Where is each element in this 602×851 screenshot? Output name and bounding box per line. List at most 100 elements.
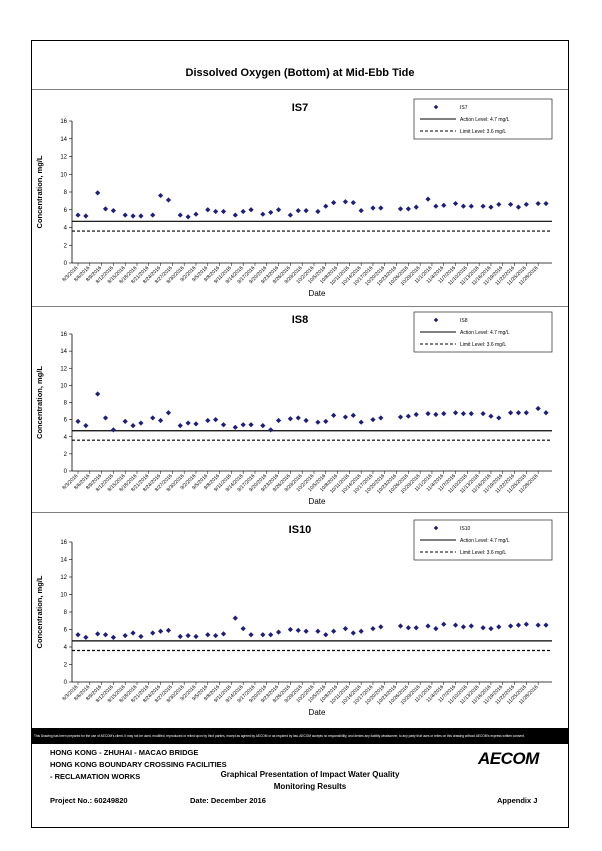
data-point (185, 214, 191, 220)
y-tick-label: 14 (60, 137, 67, 143)
y-tick-label: 2 (64, 663, 68, 669)
data-point (185, 633, 191, 639)
data-point (122, 212, 128, 218)
data-point (433, 626, 439, 632)
y-tick-label: 4 (64, 645, 68, 651)
y-tick-label: 6 (64, 208, 68, 214)
y-tick-label: 0 (64, 680, 68, 686)
legend-label: Limit Level: 3.6 mg/L (460, 342, 506, 348)
data-point (205, 207, 211, 213)
x-axis-label: Date (309, 289, 326, 298)
data-point (213, 417, 219, 423)
data-point (488, 204, 494, 210)
data-point (523, 621, 529, 627)
data-point (205, 417, 211, 424)
data-point (425, 411, 431, 417)
y-tick-label: 2 (64, 243, 68, 249)
data-point (370, 626, 376, 632)
data-point (295, 208, 301, 214)
footer-line3: - RECLAMATION WORKS (50, 772, 141, 781)
data-point (232, 424, 238, 430)
data-point (425, 623, 431, 629)
y-tick-label: 14 (60, 558, 67, 564)
data-point (83, 634, 89, 640)
data-point (122, 633, 128, 639)
data-point (452, 622, 459, 628)
y-axis-label: Concentration, mg/L (35, 366, 44, 439)
chart-title: IS8 (292, 314, 309, 326)
y-tick-label: 16 (60, 540, 67, 546)
data-point (232, 212, 238, 218)
y-tick-label: 0 (64, 469, 68, 475)
data-point (315, 419, 321, 425)
data-point (460, 624, 467, 630)
y-tick-label: 8 (64, 401, 68, 407)
data-point (232, 615, 238, 621)
data-point (213, 208, 219, 215)
data-point (303, 417, 309, 424)
disclaimer-bar: This Drawing has been prepared for the u… (31, 728, 569, 744)
data-point (441, 202, 447, 208)
data-point (378, 205, 384, 211)
data-point (515, 622, 522, 628)
data-point (268, 209, 274, 216)
data-point (287, 626, 293, 633)
data-point (460, 411, 467, 417)
data-point (157, 192, 164, 199)
data-point (413, 625, 419, 631)
data-point (342, 626, 349, 632)
data-point (220, 631, 227, 637)
data-point (268, 427, 274, 433)
y-axis-label: Concentration, mg/L (35, 575, 44, 648)
chart-title: IS10 (289, 524, 312, 536)
data-point (535, 200, 541, 207)
data-point (287, 212, 293, 218)
data-point (315, 208, 321, 215)
y-tick-label: 10 (60, 172, 67, 178)
legend-label: IS10 (460, 526, 471, 532)
data-point (488, 413, 494, 419)
y-tick-label: 12 (60, 155, 67, 161)
page-title: Dissolved Oxygen (Bottom) at Mid-Ebb Tid… (185, 67, 415, 79)
data-point (130, 213, 136, 219)
data-point (468, 623, 474, 629)
data-point (185, 420, 191, 426)
data-point (405, 625, 411, 631)
data-point (95, 391, 101, 397)
data-point (397, 206, 404, 212)
data-point (275, 629, 282, 635)
data-point (110, 208, 116, 214)
chart-title: IS7 (292, 102, 309, 114)
data-point (240, 422, 246, 428)
data-point (275, 417, 282, 424)
data-point (295, 627, 301, 633)
data-point (193, 633, 199, 640)
data-point (452, 410, 459, 416)
data-point (523, 201, 529, 208)
data-point (138, 420, 144, 426)
data-point (397, 414, 404, 420)
data-point (331, 628, 337, 634)
data-point (150, 630, 156, 636)
y-tick-label: 6 (64, 628, 68, 634)
y-tick-label: 16 (60, 119, 67, 125)
data-point (468, 411, 474, 417)
y-tick-label: 6 (64, 418, 68, 424)
data-point (248, 632, 254, 638)
data-point (508, 623, 514, 629)
data-point (515, 204, 522, 210)
y-axis-label: Concentration, mg/L (35, 155, 44, 228)
y-tick-label: 4 (64, 226, 68, 232)
project-number: Project No.: 60249820 (50, 796, 128, 805)
data-point (523, 410, 529, 416)
data-point (150, 415, 156, 421)
data-point (193, 211, 199, 217)
data-point (370, 205, 376, 211)
data-point (260, 211, 266, 217)
data-point (405, 413, 411, 419)
data-point (295, 415, 301, 421)
data-point (378, 415, 384, 421)
data-point (342, 199, 349, 205)
